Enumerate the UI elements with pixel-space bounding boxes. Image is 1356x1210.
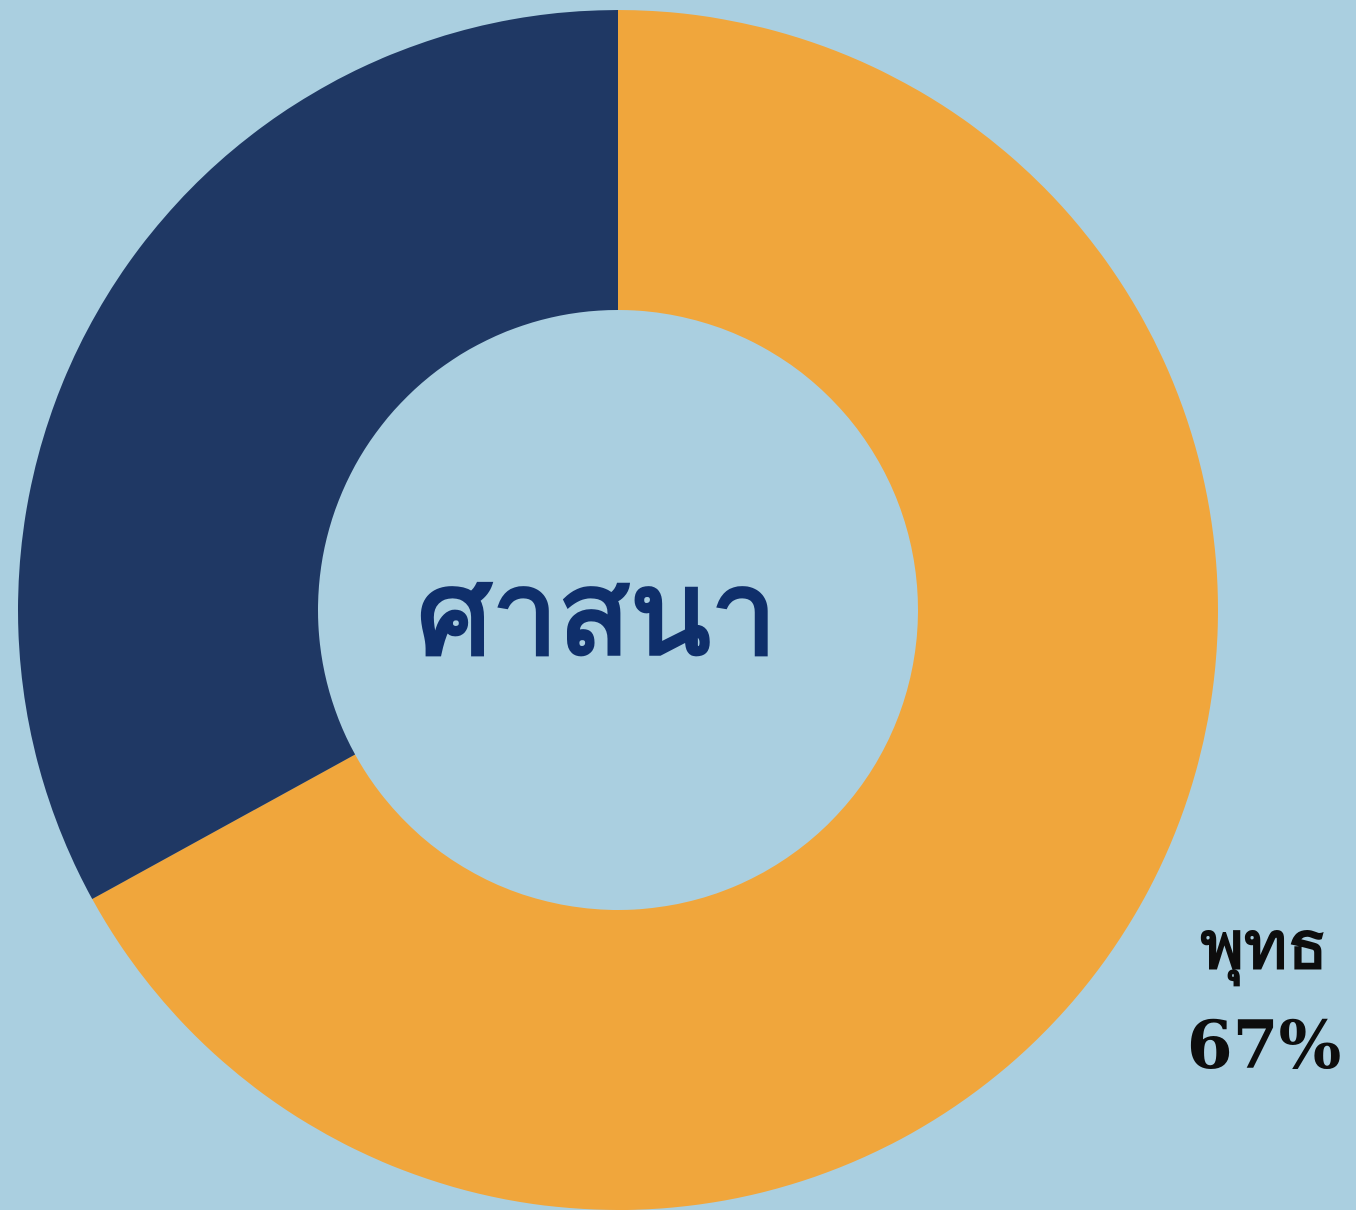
slice-label-value: 67% (1187, 1006, 1342, 1084)
slice-labels: พุทธ 67% (1187, 906, 1342, 1084)
slice-label-name: พุทธ (1200, 906, 1327, 987)
donut-slice-1 (18, 10, 619, 900)
chart-center-title: ศาสนา (417, 544, 777, 682)
donut-slices (18, 10, 1218, 1210)
donut-slice-0 (92, 10, 1218, 1210)
